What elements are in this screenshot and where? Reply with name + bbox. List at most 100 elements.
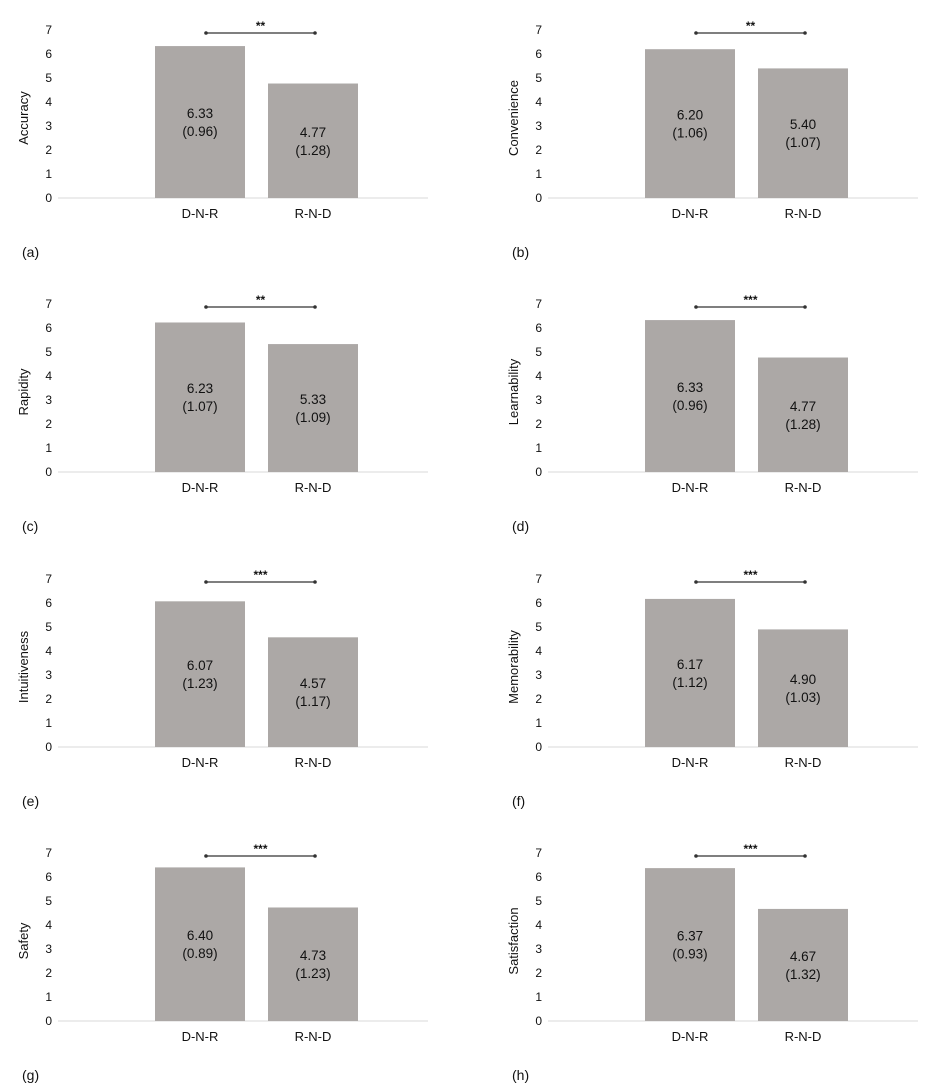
significance-marker: *** [253,568,267,582]
significance-endpoint [803,580,807,584]
bar-sd-label: (1.28) [295,143,330,158]
significance-endpoint [204,305,208,309]
category-label: R-N-D [785,755,822,770]
y-tick-label: 2 [535,692,542,706]
bar [155,322,245,472]
bar [268,637,358,747]
y-tick-label: 4 [535,369,542,383]
chart-panel: 0 1 2 3 4 5 6 7 Learnability 6.33 (0.96) D-N-R 4.77 (… [506,293,918,534]
significance-marker: *** [743,842,757,856]
y-tick-label: 0 [45,465,52,479]
bar [645,49,735,199]
bar-value-label: 4.57 [300,676,326,691]
bar-sd-label: (1.23) [182,676,217,691]
category-label: D-N-R [672,755,709,770]
bar-sd-label: (1.17) [295,694,330,709]
y-tick-label: 6 [45,596,52,610]
significance-endpoint [204,31,208,35]
bar [268,907,358,1021]
significance-marker: ** [256,293,266,307]
y-tick-label: 5 [45,345,52,359]
panel-label: (e) [22,793,39,809]
significance-endpoint [313,854,317,858]
significance-marker: *** [253,842,267,856]
category-label: R-N-D [295,755,332,770]
bar-value-label: 4.73 [300,948,326,963]
category-label: D-N-R [672,480,709,495]
y-tick-label: 1 [535,716,542,730]
y-tick-label: 7 [535,23,542,37]
significance-endpoint [803,854,807,858]
significance-endpoint [694,31,698,35]
chart-panel: 0 1 2 3 4 5 6 7 Intuitiveness 6.07 (1.23) D-N-R 4.57… [16,568,428,809]
y-tick-label: 2 [535,143,542,157]
y-axis-label: Rapidity [16,368,31,415]
bar-sd-label: (0.96) [672,398,707,413]
y-tick-label: 2 [45,966,52,980]
bar [155,867,245,1021]
bar [155,601,245,747]
y-tick-label: 4 [45,95,52,109]
y-axis-label: Convenience [506,80,521,156]
chart-panel: 0 1 2 3 4 5 6 7 Convenience 6.20 (1.06) D-N-R 5.40 (1… [506,19,918,260]
bar [645,868,735,1021]
bar [645,320,735,472]
bar-value-label: 6.23 [187,381,213,396]
panel-label: (h) [512,1067,529,1083]
y-tick-label: 5 [45,894,52,908]
y-axis-label: Satisfaction [506,907,521,974]
y-tick-label: 4 [535,644,542,658]
y-tick-label: 7 [45,297,52,311]
bar [758,629,848,747]
y-tick-label: 3 [535,393,542,407]
bar-sd-label: (1.07) [785,135,820,150]
y-tick-label: 1 [45,990,52,1004]
bar-sd-label: (1.07) [182,399,217,414]
y-tick-label: 4 [45,918,52,932]
y-tick-label: 3 [535,119,542,133]
y-tick-label: 7 [45,23,52,37]
chart-panel: 0 1 2 3 4 5 6 7 Accuracy 6.33 (0.96) D-N-R 4.77 (1.28… [16,19,428,260]
significance-endpoint [803,305,807,309]
y-tick-label: 1 [535,441,542,455]
y-tick-label: 2 [45,692,52,706]
chart-panel: 0 1 2 3 4 5 6 7 Rapidity 6.23 (1.07) D-N-R 5.33 (1.09… [16,293,428,534]
significance-endpoint [694,854,698,858]
y-tick-label: 4 [535,95,542,109]
bar [268,83,358,198]
panel-label: (b) [512,244,529,260]
bar-value-label: 5.40 [790,117,816,132]
y-tick-label: 0 [535,1014,542,1028]
bar [155,46,245,198]
y-tick-label: 3 [45,119,52,133]
y-tick-label: 6 [45,321,52,335]
y-tick-label: 6 [535,47,542,61]
y-tick-label: 4 [45,644,52,658]
category-label: D-N-R [182,480,219,495]
chart-panel: 0 1 2 3 4 5 6 7 Satisfaction 6.37 (0.93) D-N-R 4.67 (… [506,842,918,1083]
category-label: D-N-R [182,206,219,221]
panel-label: (g) [22,1067,39,1083]
y-tick-label: 6 [535,870,542,884]
y-tick-label: 0 [45,191,52,205]
bar-sd-label: (1.28) [785,417,820,432]
y-tick-label: 1 [45,716,52,730]
significance-marker: ** [256,19,266,33]
bar-sd-label: (0.93) [672,947,707,962]
y-tick-label: 2 [535,417,542,431]
y-tick-label: 1 [535,167,542,181]
y-tick-label: 5 [535,71,542,85]
bar [758,357,848,472]
y-tick-label: 0 [45,740,52,754]
y-tick-label: 3 [535,668,542,682]
category-label: R-N-D [785,480,822,495]
bar-sd-label: (1.09) [295,410,330,425]
y-tick-label: 0 [535,740,542,754]
y-tick-label: 7 [45,846,52,860]
category-label: R-N-D [295,206,332,221]
bar-value-label: 6.07 [187,658,213,673]
significance-marker: *** [743,568,757,582]
bar-sd-label: (1.12) [672,675,707,690]
category-label: R-N-D [785,206,822,221]
y-tick-label: 3 [45,668,52,682]
